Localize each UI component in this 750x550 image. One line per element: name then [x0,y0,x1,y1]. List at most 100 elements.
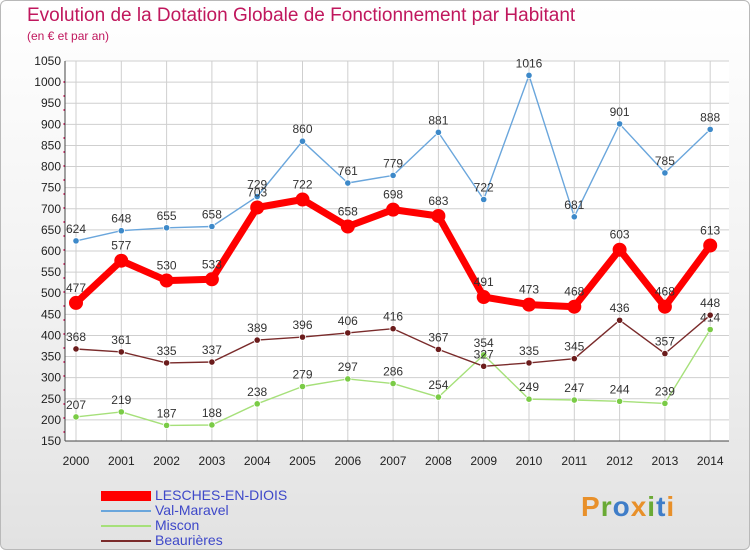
data-point [389,171,397,180]
data-label: 219 [111,393,131,407]
data-label: 901 [610,105,630,119]
y-tick-label: 700 [41,202,61,216]
data-point [250,200,265,215]
data-point [476,290,491,305]
data-label: 389 [247,321,267,335]
data-point [615,397,624,405]
legend-label: Beaurières [155,532,223,548]
data-label: 624 [66,222,86,236]
data-point [72,345,80,353]
data-label: 286 [383,365,403,379]
data-point [661,349,669,358]
x-tick-label: 2000 [63,454,90,468]
legend-swatch [101,509,151,512]
data-point [117,348,125,356]
data-point [657,299,672,314]
data-point [344,179,352,187]
x-tick-label: 2006 [334,454,361,468]
data-point [208,358,216,366]
y-tick-label: 750 [41,181,61,195]
data-point [253,336,261,344]
data-point [389,379,397,388]
data-point [340,219,355,234]
logo-letter: t [656,491,667,522]
x-tick-label: 2014 [697,454,724,468]
data-label: 327 [474,347,494,361]
data-point [72,237,80,245]
data-label: 613 [700,224,720,238]
data-point [706,325,714,334]
data-label: 648 [111,212,131,226]
y-tick-label: 550 [41,265,61,279]
y-tick-label: 850 [41,138,61,152]
logo-letter: o [612,491,631,522]
data-point [163,224,171,232]
data-label: 722 [474,180,494,194]
data-label: 888 [700,110,720,124]
data-point [434,128,442,136]
data-label: 491 [474,275,494,289]
logo-letter: r [600,491,613,522]
data-label: 249 [519,380,539,394]
data-point [480,362,488,370]
data-label: 345 [564,340,584,354]
data-point [525,71,533,79]
y-tick-label: 450 [41,307,61,321]
data-label: 396 [292,318,312,332]
y-tick-label: 650 [41,223,61,237]
logo-letter: x [630,491,648,522]
x-tick-label: 2011 [561,454,587,468]
data-label: 698 [383,188,403,202]
data-label: 244 [610,382,630,396]
data-point [525,395,533,403]
data-label: 577 [111,239,131,253]
data-label: 779 [383,156,403,170]
data-label: 468 [564,285,584,299]
x-tick-label: 2001 [108,454,135,468]
data-label: 187 [157,406,177,420]
data-label: 473 [519,283,539,297]
data-point [163,359,171,367]
data-label: 279 [292,368,312,382]
legend-label: LESCHES-EN-DIOIS [155,487,288,503]
y-tick-label: 400 [41,328,61,342]
data-point [522,297,536,312]
data-label: 188 [202,406,222,420]
legend-label: Val-Maravel [155,502,229,518]
x-tick-label: 2009 [470,454,497,468]
data-label: 729 [247,178,267,192]
y-tick-label: 950 [41,96,61,110]
data-point [163,421,171,429]
data-label: 207 [66,398,86,412]
data-label: 297 [338,360,358,374]
data-point [570,355,578,363]
data-label: 881 [428,113,448,127]
logo-letter: P [581,491,601,522]
data-label: 367 [428,330,448,344]
logo-letter: i [647,491,657,522]
data-point [298,137,307,145]
data-label: 238 [247,385,267,399]
data-point [434,345,442,353]
data-point [389,325,397,333]
x-tick-label: 2007 [380,454,407,468]
y-tick-label: 150 [41,434,61,448]
data-point [344,329,352,337]
data-label: 533 [202,257,222,271]
x-tick-label: 2004 [244,454,271,468]
legend-label: Miscon [155,517,200,533]
data-label: 530 [157,259,177,273]
data-point [344,375,352,383]
data-point [295,192,310,207]
data-label: 357 [655,335,675,349]
data-label: 681 [564,198,584,212]
data-label: 785 [655,154,675,168]
x-tick-label: 2013 [652,454,679,468]
y-tick-label: 1000 [34,75,61,89]
data-label: 239 [655,384,675,398]
legend-swatch [101,524,151,527]
data-label: 703 [247,186,267,200]
data-label: 335 [519,344,539,358]
data-label: 722 [292,177,312,191]
data-point [525,359,533,367]
